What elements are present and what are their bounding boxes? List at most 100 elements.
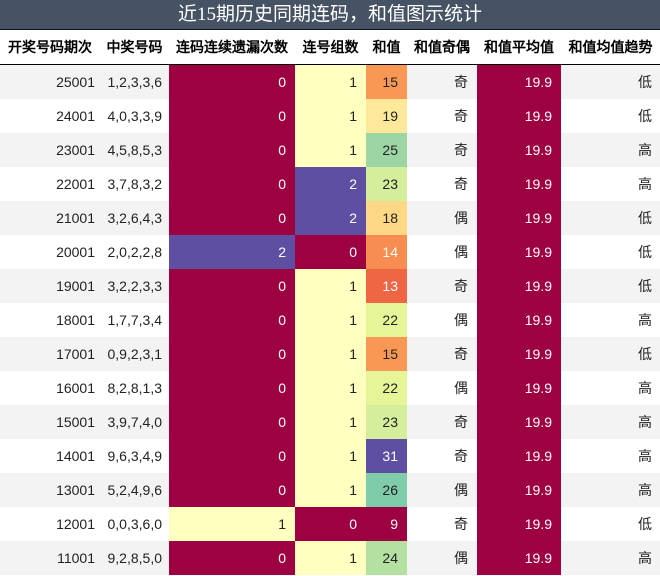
sum-parity-cell: 偶	[407, 370, 477, 405]
issue-cell: 11001	[0, 540, 100, 575]
sum-average-cell: 19.9	[477, 98, 561, 133]
table-title: 近15期历史同期连码，和值图示统计	[0, 0, 660, 30]
consecutive-groups-cell: 1	[295, 132, 366, 167]
sum-average-cell: 19.9	[477, 336, 561, 371]
sum-average-cell: 19.9	[477, 166, 561, 201]
sum-parity-cell: 奇	[407, 404, 477, 439]
sum-trend-cell: 低	[561, 234, 660, 269]
gap-count-cell: 0	[169, 302, 295, 337]
sum-parity-cell: 奇	[407, 132, 477, 167]
sum-trend-cell: 高	[561, 472, 660, 507]
sum-cell: 15	[366, 64, 407, 99]
consecutive-groups-cell: 1	[295, 370, 366, 405]
issue-cell: 22001	[0, 166, 100, 201]
col-header-trend[interactable]: 和值均值趋势	[561, 30, 660, 65]
gap-count-cell: 0	[169, 132, 295, 167]
sum-trend-cell: 高	[561, 540, 660, 575]
gap-count-cell: 0	[169, 166, 295, 201]
col-header-numbers[interactable]: 中奖号码	[100, 30, 169, 65]
sum-parity-cell: 奇	[407, 336, 477, 371]
gap-count-cell: 1	[169, 506, 295, 541]
table-row: 19001 3,2,2,3,3 0 1 13 奇 19.9 低	[0, 268, 660, 303]
sum-cell: 23	[366, 166, 407, 201]
numbers-cell: 2,0,2,2,8	[100, 234, 169, 269]
col-header-groups[interactable]: 连号组数	[295, 30, 366, 65]
issue-cell: 18001	[0, 302, 100, 337]
sum-cell: 9	[366, 506, 407, 541]
gap-count-cell: 2	[169, 234, 295, 269]
issue-cell: 19001	[0, 268, 100, 303]
sum-cell: 31	[366, 438, 407, 473]
sum-average-cell: 19.9	[477, 268, 561, 303]
sum-trend-cell: 高	[561, 132, 660, 167]
gap-count-cell: 0	[169, 200, 295, 235]
numbers-cell: 3,9,7,4,0	[100, 404, 169, 439]
table-row: 15001 3,9,7,4,0 0 1 23 奇 19.9 高	[0, 404, 660, 439]
sum-average-cell: 19.9	[477, 438, 561, 473]
sum-average-cell: 19.9	[477, 234, 561, 269]
sum-trend-cell: 低	[561, 98, 660, 133]
table-row: 24001 4,0,3,3,9 0 1 19 奇 19.9 低	[0, 98, 660, 133]
consecutive-groups-cell: 0	[295, 234, 366, 269]
sum-cell: 23	[366, 404, 407, 439]
consecutive-groups-cell: 1	[295, 64, 366, 99]
sum-cell: 18	[366, 200, 407, 235]
issue-cell: 25001	[0, 64, 100, 99]
consecutive-groups-cell: 1	[295, 438, 366, 473]
issue-cell: 23001	[0, 132, 100, 167]
sum-average-cell: 19.9	[477, 132, 561, 167]
table-row: 13001 5,2,4,9,6 0 1 26 偶 19.9 高	[0, 472, 660, 507]
numbers-cell: 1,7,7,3,4	[100, 302, 169, 337]
col-header-avg[interactable]: 和值平均值	[477, 30, 561, 65]
numbers-cell: 3,2,2,3,3	[100, 268, 169, 303]
issue-cell: 16001	[0, 370, 100, 405]
table-row: 22001 3,7,8,3,2 0 2 23 奇 19.9 高	[0, 166, 660, 201]
col-header-issue[interactable]: 开奖号码期次	[0, 30, 100, 65]
sum-cell: 22	[366, 370, 407, 405]
sum-trend-cell: 高	[561, 166, 660, 201]
issue-cell: 17001	[0, 336, 100, 371]
table-row: 18001 1,7,7,3,4 0 1 22 偶 19.9 高	[0, 302, 660, 337]
sum-cell: 13	[366, 268, 407, 303]
consecutive-groups-cell: 1	[295, 336, 366, 371]
gap-count-cell: 0	[169, 540, 295, 575]
sum-parity-cell: 偶	[407, 234, 477, 269]
gap-count-cell: 0	[169, 404, 295, 439]
col-header-gap[interactable]: 连码连续遗漏次数	[169, 30, 295, 65]
col-header-sum[interactable]: 和值	[366, 30, 407, 65]
consecutive-groups-cell: 1	[295, 540, 366, 575]
issue-cell: 14001	[0, 438, 100, 473]
numbers-cell: 9,2,8,5,0	[100, 540, 169, 575]
sum-average-cell: 19.9	[477, 404, 561, 439]
sum-parity-cell: 偶	[407, 302, 477, 337]
issue-cell: 15001	[0, 404, 100, 439]
sum-cell: 25	[366, 132, 407, 167]
sum-average-cell: 19.9	[477, 302, 561, 337]
numbers-cell: 4,5,8,5,3	[100, 132, 169, 167]
sum-trend-cell: 高	[561, 404, 660, 439]
sum-parity-cell: 奇	[407, 438, 477, 473]
sum-parity-cell: 偶	[407, 540, 477, 575]
table-row: 14001 9,6,3,4,9 0 1 31 奇 19.9 高	[0, 438, 660, 473]
issue-cell: 20001	[0, 234, 100, 269]
gap-count-cell: 0	[169, 98, 295, 133]
sum-average-cell: 19.9	[477, 540, 561, 575]
table-row: 23001 4,5,8,5,3 0 1 25 奇 19.9 高	[0, 132, 660, 167]
header-row: 开奖号码期次 中奖号码 连码连续遗漏次数 连号组数 和值 和值奇偶 和值平均值 …	[0, 30, 660, 65]
sum-average-cell: 19.9	[477, 472, 561, 507]
sum-trend-cell: 低	[561, 336, 660, 371]
issue-cell: 12001	[0, 506, 100, 541]
gap-count-cell: 0	[169, 64, 295, 99]
numbers-cell: 0,9,2,3,1	[100, 336, 169, 371]
col-header-parity[interactable]: 和值奇偶	[407, 30, 477, 65]
gap-count-cell: 0	[169, 438, 295, 473]
sum-average-cell: 19.9	[477, 200, 561, 235]
sum-parity-cell: 奇	[407, 166, 477, 201]
issue-cell: 21001	[0, 200, 100, 235]
numbers-cell: 3,7,8,3,2	[100, 166, 169, 201]
table-row: 12001 0,0,3,6,0 1 0 9 奇 19.9 低	[0, 506, 660, 541]
gap-count-cell: 0	[169, 472, 295, 507]
sum-trend-cell: 高	[561, 438, 660, 473]
table-row: 17001 0,9,2,3,1 0 1 15 奇 19.9 低	[0, 336, 660, 371]
sum-trend-cell: 低	[561, 200, 660, 235]
